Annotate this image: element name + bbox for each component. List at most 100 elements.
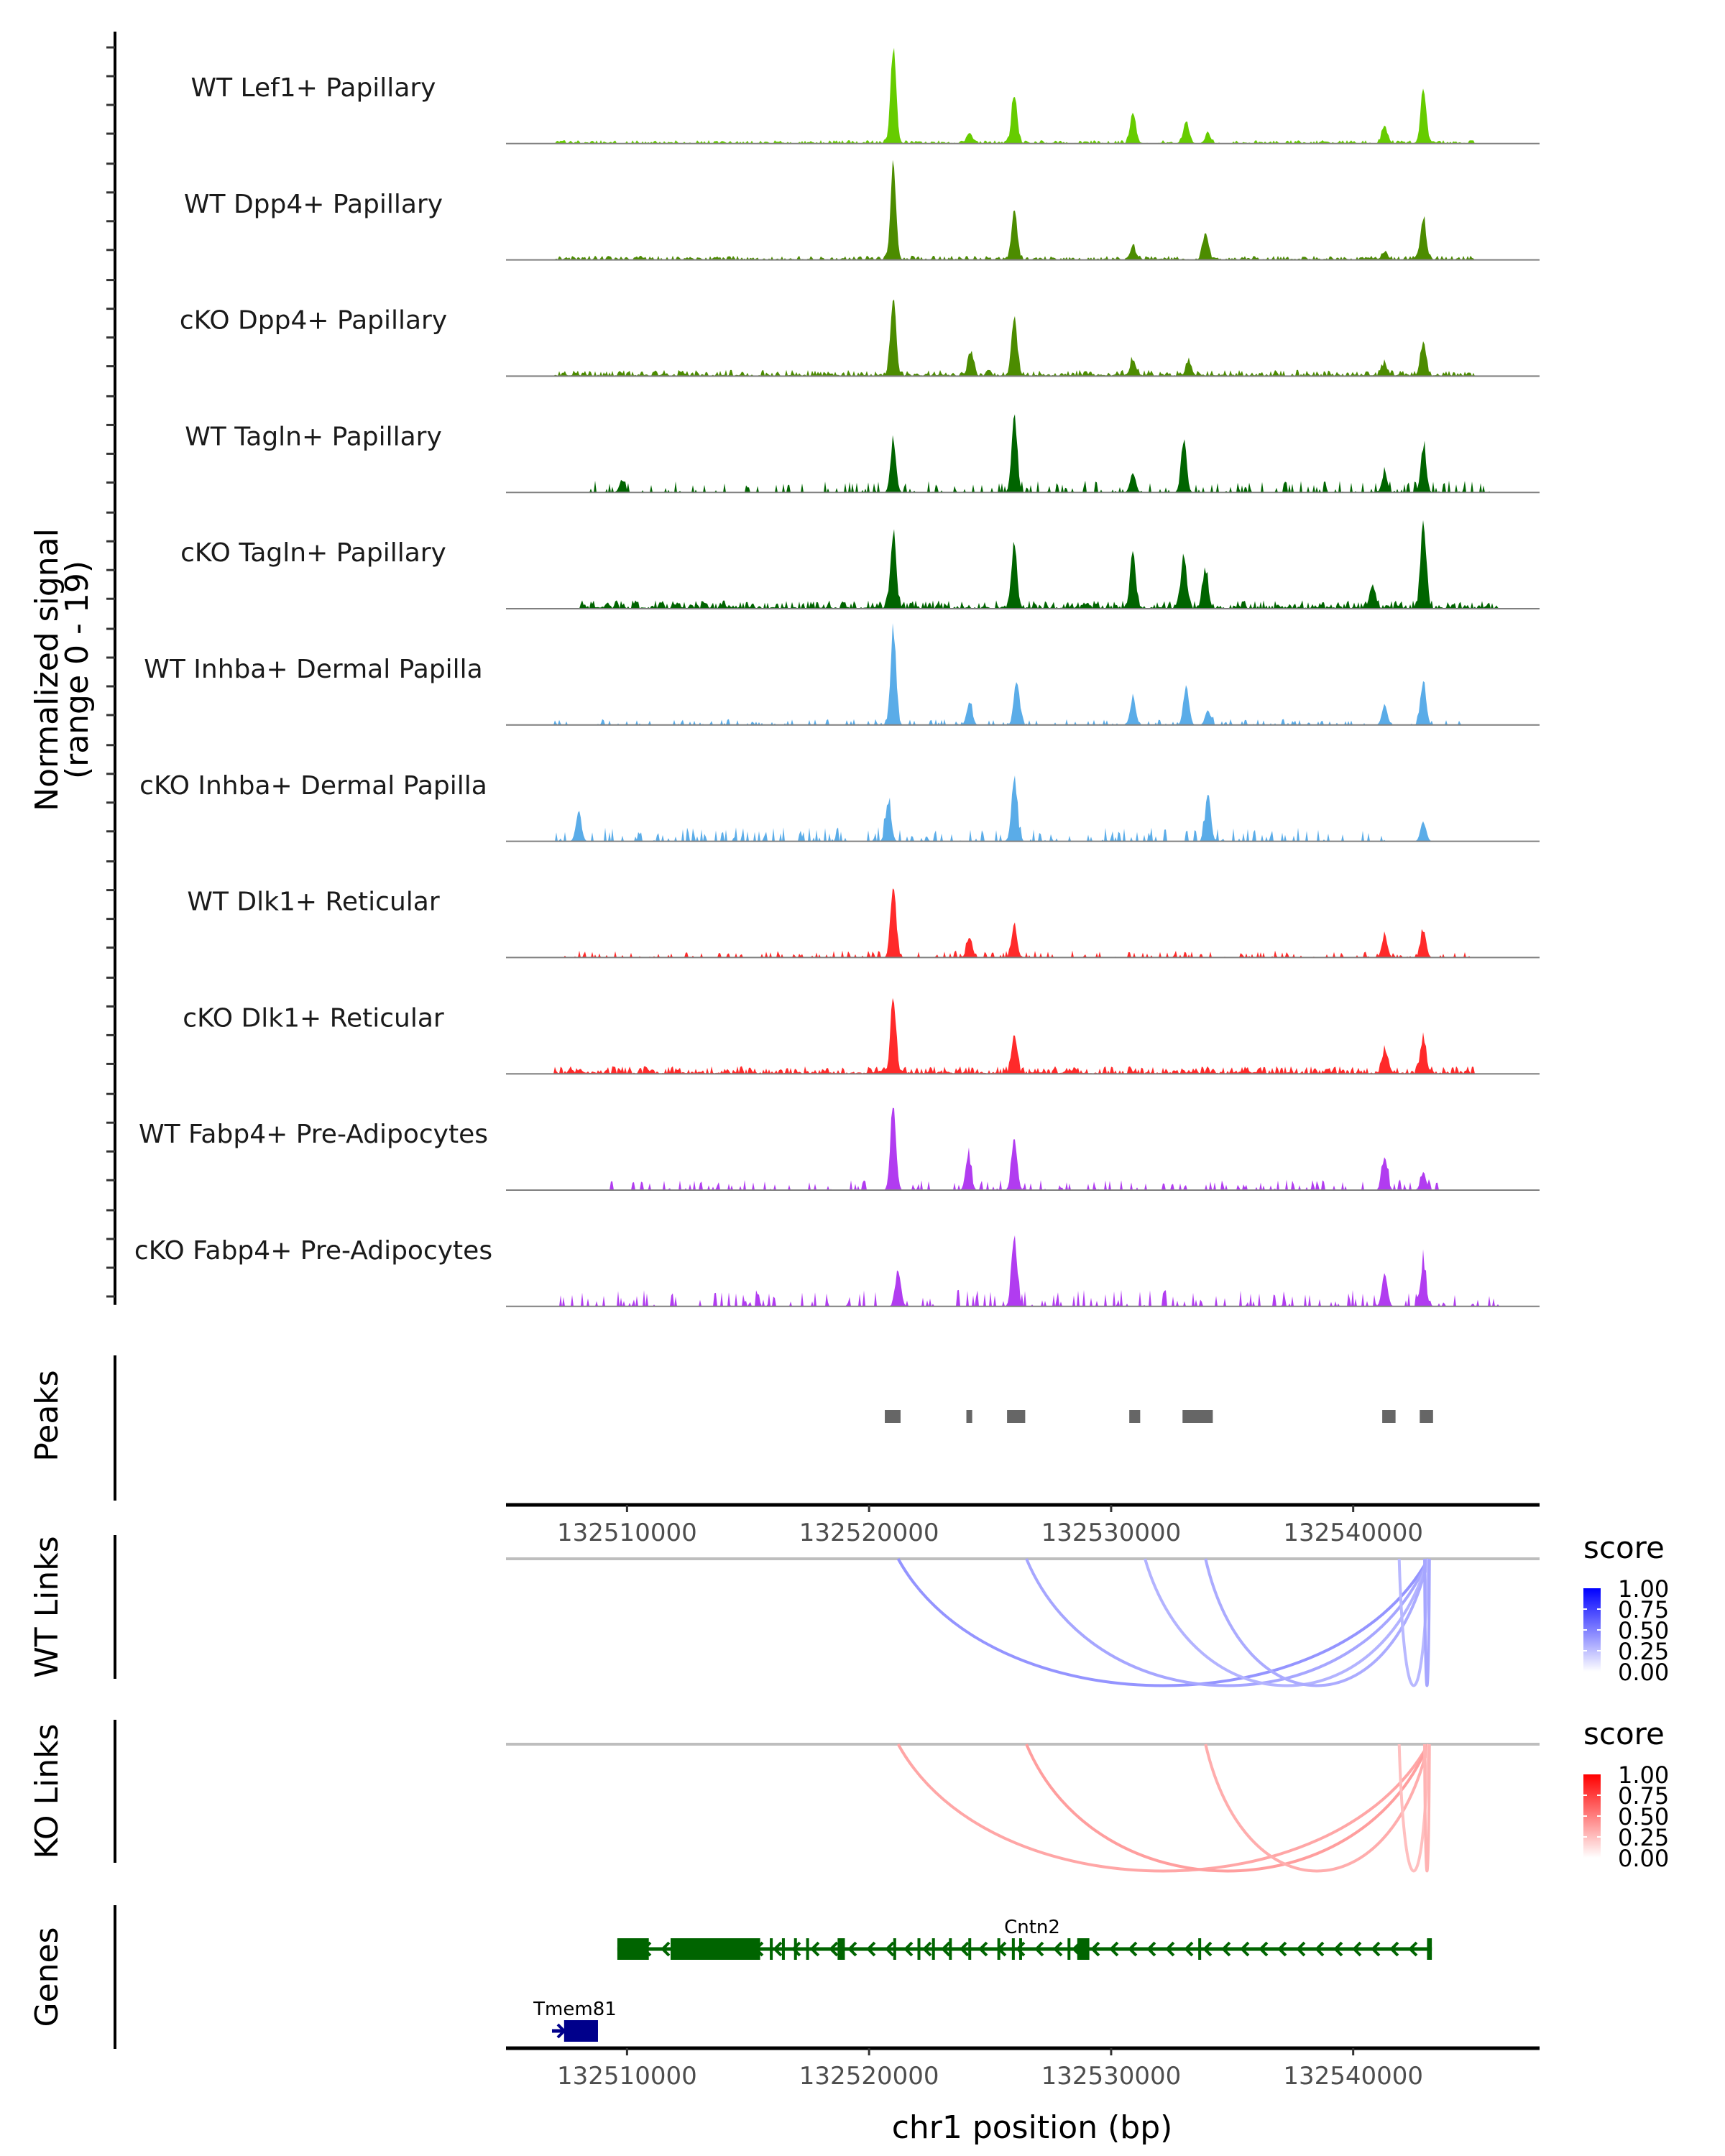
gene-exon: [949, 1938, 952, 1960]
gene-exon: [1018, 1938, 1022, 1960]
signal-area: [506, 47, 1540, 144]
track-label: WT Fabp4+ Pre-Adipocytes: [139, 1120, 488, 1149]
signal-area: [506, 888, 1540, 958]
coverage-track: cKO Tagln+ Papillary: [106, 511, 1540, 609]
signal-area: [506, 1235, 1540, 1307]
track-label: WT Dlk1+ Reticular: [187, 888, 439, 917]
strand-arrow-icon: [847, 1941, 857, 1957]
strand-arrow-icon: [661, 1941, 671, 1957]
score-legend: score 1.000.750.500.250.00: [1583, 1530, 1669, 1686]
score-legend: score 1.000.750.500.250.00: [1583, 1716, 1669, 1872]
gene-exon: [932, 1938, 935, 1960]
peak-region: [1382, 1410, 1396, 1423]
strand-arrow-icon: [1333, 1941, 1343, 1957]
strand-arrow-icon: [1240, 1941, 1250, 1957]
strand-arrow-icon: [1408, 1941, 1418, 1957]
links-track: KO Links score 1.000.750.500.250.00: [29, 1716, 1669, 1873]
legend-tick-label: 0.00: [1618, 1845, 1669, 1872]
gene-exon: [1011, 1938, 1015, 1960]
strand-arrow-icon: [1053, 1941, 1063, 1957]
gene-model: Cntn2: [617, 1917, 1432, 1960]
strand-arrow-icon: [1090, 1941, 1100, 1957]
gene-name-label: Tmem81: [533, 1999, 617, 2020]
strand-arrow-icon: [1146, 1941, 1156, 1957]
gene-exon: [1077, 1938, 1090, 1960]
track-label: WT Dpp4+ Papillary: [184, 190, 443, 219]
track-label: cKO Inhba+ Dermal Papilla: [139, 771, 487, 801]
x-tick-label: 132510000: [557, 1519, 697, 1547]
legend-tick-label: 0.75: [1618, 1596, 1669, 1623]
peak-region: [1420, 1410, 1433, 1423]
strand-arrow-icon: [810, 1941, 820, 1957]
strand-arrow-icon: [903, 1941, 914, 1957]
strand-arrow-icon: [1109, 1941, 1119, 1957]
coverage-track: WT Dpp4+ Papillary: [106, 160, 1540, 261]
peak-region: [1007, 1410, 1026, 1423]
peaks-track: Peaks: [29, 1355, 1433, 1501]
x-tick-label: 132530000: [1041, 1519, 1182, 1547]
gene-exon: [1067, 1938, 1071, 1960]
strand-arrow-icon: [1128, 1941, 1138, 1957]
signal-area: [506, 998, 1540, 1074]
x-axis-top: 132510000 132520000 132530000 132540000: [506, 1503, 1540, 1547]
x-tick-label: 132540000: [1283, 1519, 1423, 1547]
signal-area: [506, 414, 1540, 493]
strand-arrow-icon: [829, 1941, 839, 1957]
track-label: WT Tagln+ Papillary: [185, 422, 442, 451]
track-label: WT Lef1+ Papillary: [191, 73, 436, 103]
legend-tick-label: 1.00: [1618, 1761, 1669, 1789]
legend-tick-label: 1.00: [1618, 1575, 1669, 1603]
strand-arrow-icon: [922, 1941, 932, 1957]
coverage-track: cKO Dpp4+ Papillary: [106, 279, 1540, 377]
link-arc: [1423, 1558, 1431, 1687]
strand-arrow-icon: [1389, 1941, 1399, 1957]
track-label: cKO Fabp4+ Pre-Adipocytes: [134, 1236, 492, 1266]
link-arc: [1025, 1743, 1430, 1873]
strand-arrow-icon: [1315, 1941, 1325, 1957]
strand-arrow-icon: [885, 1941, 895, 1957]
strand-arrow-icon: [941, 1941, 951, 1957]
x-tick-label: 132530000: [1041, 2062, 1182, 2091]
coverage-track: WT Dlk1+ Reticular: [106, 860, 1540, 959]
link-arc: [1025, 1558, 1430, 1687]
signal-area: [506, 775, 1540, 842]
gene-exon: [671, 1938, 760, 1960]
gene-exon: [1198, 1938, 1202, 1960]
gene-exon: [893, 1938, 896, 1960]
track-label: WT Inhba+ Dermal Papilla: [144, 655, 482, 684]
legend-title: score: [1583, 1716, 1665, 1751]
gene-exon: [1427, 1938, 1432, 1960]
legend-tick-label: 0.50: [1618, 1617, 1669, 1644]
strand-arrow-icon: [1352, 1941, 1362, 1957]
peak-region: [1182, 1410, 1213, 1423]
strand-arrow-icon: [960, 1941, 970, 1957]
gene-exon: [806, 1938, 809, 1960]
coverage-track: cKO Fabp4+ Pre-Adipocytes: [106, 1209, 1540, 1307]
gene-exon: [837, 1938, 845, 1960]
peak-region: [1129, 1410, 1141, 1423]
link-arc: [896, 1743, 1430, 1873]
coverage-track: WT Tagln+ Papillary: [106, 395, 1540, 494]
track-label: cKO Dlk1+ Reticular: [183, 1003, 444, 1033]
coverage-track: cKO Inhba+ Dermal Papilla: [106, 744, 1540, 842]
gene-exon: [794, 1938, 797, 1960]
coverage-track: WT Fabp4+ Pre-Adipocytes: [106, 1092, 1540, 1191]
y-axis-title-line2: (range 0 - 19): [59, 561, 96, 779]
signal-area: [506, 1107, 1540, 1190]
gene-exon: [770, 1938, 773, 1960]
x-axis-bottom: 132510000 132520000 132530000 132540000: [506, 2046, 1540, 2091]
strand-arrow-icon: [1184, 1941, 1194, 1957]
gene-exon: [917, 1938, 921, 1960]
coverage-tracks: WT Lef1+ Papillary WT Dpp4+ Papillary cKO …: [106, 32, 1540, 1307]
gene-exon: [997, 1938, 1000, 1960]
genes-label: Genes: [29, 1927, 65, 2027]
signal-area: [506, 299, 1540, 377]
legend-tick-label: 0.25: [1618, 1824, 1669, 1851]
genes-track: Genes Cntn2 Tmem81: [29, 1905, 1432, 2049]
link-arc: [1144, 1558, 1430, 1687]
track-label: cKO Tagln+ Papillary: [180, 538, 446, 568]
x-tick-label: 132540000: [1283, 2062, 1423, 2091]
strand-arrow-icon: [1371, 1941, 1381, 1957]
gene-name-label: Cntn2: [1004, 1917, 1060, 1938]
